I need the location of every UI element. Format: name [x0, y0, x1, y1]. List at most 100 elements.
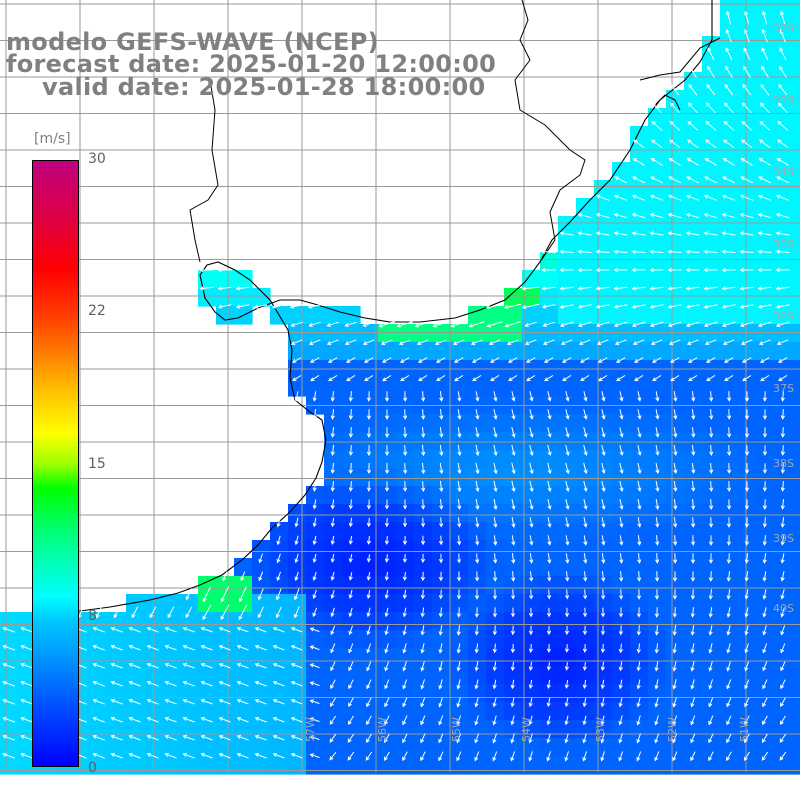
- wind-arrow: [744, 499, 750, 510]
- wind-arrow: [290, 735, 303, 741]
- speed-cell: [576, 288, 595, 307]
- speed-cell: [684, 252, 703, 271]
- speed-cell: [126, 738, 145, 757]
- wind-arrow: [726, 409, 732, 420]
- wind-arrow: [330, 481, 335, 492]
- wind-arrow: [366, 715, 372, 726]
- wind-arrow: [146, 698, 159, 705]
- speed-cell: [360, 594, 379, 613]
- wind-arrow: [667, 304, 682, 309]
- speed-cell: [162, 594, 181, 613]
- speed-cell: [450, 468, 469, 487]
- wind-arrow: [309, 663, 320, 669]
- wind-arrow: [20, 626, 33, 633]
- wind-arrow: [327, 357, 338, 363]
- wind-arrow: [598, 374, 608, 382]
- speed-cell: [738, 108, 757, 127]
- wind-arrow: [529, 480, 534, 493]
- wind-arrow: [492, 715, 497, 726]
- wind-arrow: [199, 286, 214, 291]
- speed-cell: [684, 306, 703, 325]
- wind-arrow: [667, 231, 682, 236]
- wind-arrow: [456, 553, 462, 564]
- wind-arrow: [511, 409, 516, 420]
- speed-cell: [792, 684, 800, 703]
- wind-arrow: [631, 321, 646, 328]
- wind-arrow: [744, 733, 750, 744]
- wind-arrow: [762, 499, 768, 510]
- wind-arrow: [651, 120, 663, 131]
- speed-cell: [18, 756, 37, 775]
- speed-cell: [792, 414, 800, 433]
- speed-cell: [198, 756, 217, 775]
- speed-cell: [774, 468, 793, 487]
- speed-cell: [630, 702, 649, 721]
- speed-cell: [198, 594, 217, 613]
- wind-arrow: [725, 28, 732, 43]
- wind-arrow: [110, 698, 123, 705]
- lat-lon-grid: [0, 0, 800, 772]
- speed-cell: [450, 378, 469, 397]
- wind-arrow: [384, 554, 390, 563]
- wind-arrow: [402, 643, 407, 654]
- speed-cell: [774, 540, 793, 559]
- speed-cell: [540, 324, 559, 343]
- wind-arrow: [726, 607, 731, 618]
- wind-arrow: [739, 267, 754, 273]
- speed-cell: [648, 450, 667, 469]
- wind-arrow: [330, 517, 335, 528]
- speed-cell: [504, 468, 523, 487]
- wind-arrow: [691, 445, 696, 456]
- wind-arrow: [402, 391, 408, 402]
- wind-arrow: [457, 499, 462, 510]
- speed-cell: [378, 522, 397, 541]
- speed-cell: [702, 738, 721, 757]
- wind-arrow: [632, 139, 645, 149]
- speed-cell: [720, 72, 739, 91]
- wind-arrow: [564, 607, 570, 618]
- wind-arrow: [474, 679, 479, 690]
- wind-arrow: [631, 304, 646, 309]
- wind-arrow: [128, 680, 141, 687]
- wind-arrow: [421, 480, 426, 493]
- speed-cell: [378, 558, 397, 577]
- wind-arrow: [257, 588, 264, 601]
- speed-cell: [666, 558, 685, 577]
- speed-cell: [576, 630, 595, 649]
- border-path: [189, 0, 586, 263]
- wind-arrow: [493, 391, 498, 402]
- speed-cell: [720, 234, 739, 253]
- wind-arrow: [312, 535, 317, 546]
- speed-cell: [378, 504, 397, 523]
- wind-arrow: [510, 733, 515, 744]
- wind-arrow: [200, 698, 213, 705]
- speed-cell: [342, 666, 361, 685]
- wind-arrow: [579, 357, 590, 363]
- speed-cell: [162, 612, 181, 631]
- wind-arrow: [725, 47, 733, 61]
- speed-cell: [0, 702, 19, 721]
- wind-arrow: [510, 643, 516, 654]
- speed-cell: [648, 126, 667, 145]
- wind-arrow: [420, 517, 426, 528]
- wind-arrow: [690, 661, 695, 672]
- wind-arrow: [704, 139, 717, 149]
- wind-arrow: [294, 571, 299, 582]
- wind-arrow: [547, 571, 552, 582]
- speed-cell: [576, 432, 595, 451]
- speed-cell: [756, 468, 775, 487]
- wind-arrow: [420, 571, 426, 582]
- speed-cell: [342, 630, 361, 649]
- wind-arrow: [510, 679, 515, 690]
- wind-arrow: [780, 499, 785, 510]
- speed-cell: [504, 630, 523, 649]
- wind-arrow: [775, 267, 790, 273]
- speed-cell: [144, 612, 163, 631]
- wind-arrow: [254, 735, 267, 741]
- wind-arrow: [416, 339, 429, 346]
- speed-cell: [540, 666, 559, 685]
- speed-cell: [396, 432, 415, 451]
- speed-cell: [630, 630, 649, 649]
- wind-arrow: [456, 733, 462, 744]
- speed-cell: [522, 648, 541, 667]
